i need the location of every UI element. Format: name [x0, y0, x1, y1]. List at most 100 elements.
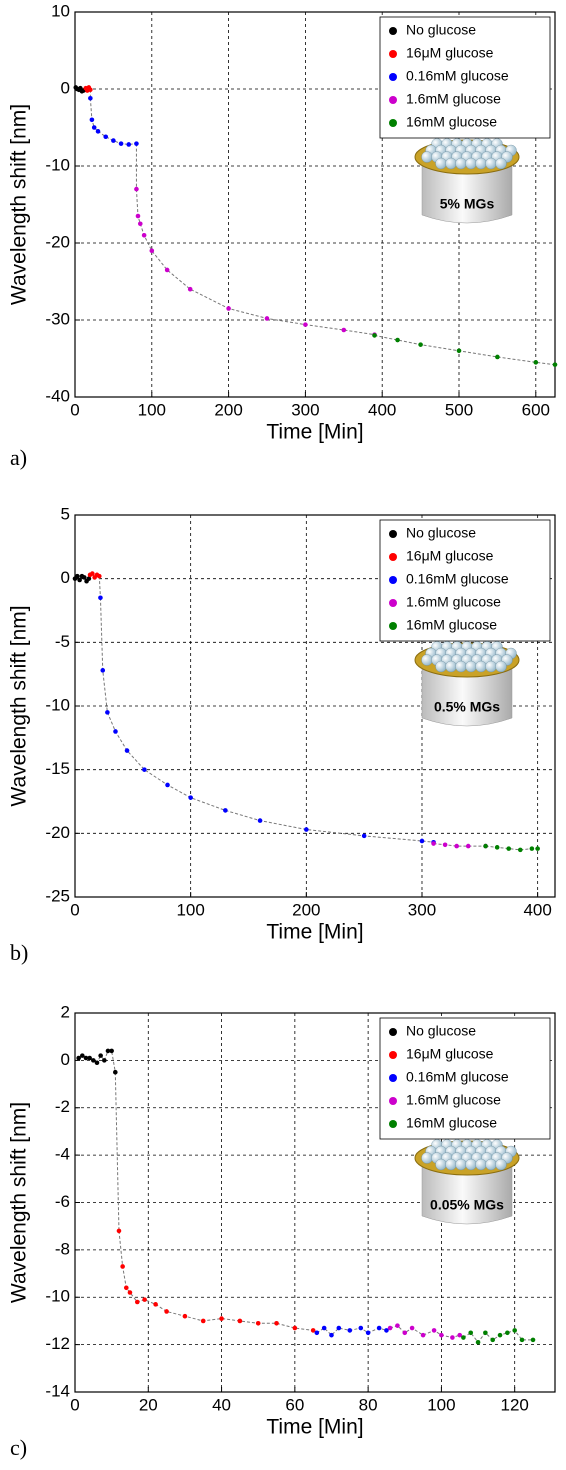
data-point — [450, 1335, 455, 1340]
legend-marker — [389, 50, 397, 58]
data-point — [409, 1325, 415, 1331]
legend-label: No glucose — [406, 525, 476, 541]
data-point — [90, 571, 95, 576]
inset-illustration: 0.5% MGs — [414, 641, 520, 727]
legend-box — [379, 16, 551, 139]
x-axis-label: Time [Min] — [266, 1416, 363, 1439]
data-point — [124, 748, 130, 753]
data-point — [257, 818, 263, 823]
data-point — [468, 1330, 474, 1336]
y-tick-label: -14 — [45, 1381, 70, 1400]
series-line — [135, 189, 375, 336]
data-point — [127, 1290, 133, 1295]
chart-panel: 0 20 40 60 80 100 120 -14 -12 -10 -8 -6 -4 -2 0 2 Time [… — [8, 1002, 556, 1460]
legend-label: 0.16mM glucose — [406, 1069, 509, 1085]
microgel — [475, 660, 487, 673]
microgel — [455, 660, 467, 673]
data-point — [420, 1332, 426, 1338]
microgel — [495, 157, 507, 170]
data-point — [552, 362, 558, 367]
x-tick-label: 20 — [139, 1395, 158, 1414]
fiber-body — [421, 156, 513, 224]
data-point — [431, 1328, 437, 1333]
microgel — [475, 157, 487, 170]
microgel — [435, 660, 447, 673]
inset-illustration: 0.05% MGs — [414, 1139, 520, 1225]
data-point — [109, 1048, 114, 1054]
y-tick-label: 2 — [61, 1002, 70, 1021]
x-tick-label: 80 — [359, 1395, 378, 1414]
data-point — [91, 1058, 96, 1063]
data-point — [165, 782, 170, 788]
data-point — [113, 1069, 118, 1075]
data-point — [519, 1337, 525, 1343]
legend-marker — [389, 599, 397, 607]
data-point — [384, 1328, 389, 1333]
legend-marker — [389, 1097, 397, 1105]
data-point — [454, 843, 459, 849]
data-point — [164, 267, 170, 273]
legend-box — [379, 1017, 551, 1140]
plot-frame — [74, 1012, 556, 1393]
legend-label: No glucose — [406, 1023, 476, 1039]
legend-label: 16mM glucose — [406, 114, 497, 130]
data-point — [402, 1330, 408, 1336]
data-point — [100, 668, 106, 673]
data-point — [505, 1330, 510, 1336]
data-point — [142, 1297, 147, 1302]
panel-label: a) — [10, 445, 27, 470]
plot-frame — [74, 514, 556, 898]
data-point — [134, 1299, 140, 1305]
data-point — [94, 1060, 100, 1066]
data-point — [88, 95, 93, 101]
data-point — [126, 142, 132, 147]
data-point — [530, 1337, 536, 1343]
microgel — [485, 157, 497, 170]
microgel — [455, 1158, 467, 1171]
y-axis-label: Wavelength shift [nm] — [8, 1102, 31, 1303]
legend-marker — [389, 73, 397, 81]
legend-marker — [389, 1051, 397, 1059]
data-point — [182, 1313, 188, 1319]
data-point — [153, 1302, 158, 1307]
data-point — [475, 1339, 481, 1345]
data-point — [200, 1318, 206, 1324]
data-point — [336, 1325, 342, 1331]
data-point — [255, 1321, 261, 1326]
y-tick-label: -40 — [45, 386, 70, 405]
data-point — [358, 1325, 364, 1331]
data-point — [219, 1316, 224, 1321]
data-point — [372, 333, 377, 338]
x-tick-label: 200 — [292, 900, 320, 919]
microgel — [421, 1152, 433, 1164]
data-point — [83, 1055, 89, 1061]
legend-label: 16μM glucose — [406, 548, 494, 564]
data-point — [418, 342, 423, 347]
legend: No glucose 16μM glucose 0.16mM glucose 1.6m… — [379, 1017, 551, 1140]
data-point — [188, 795, 193, 800]
data-point — [81, 575, 87, 580]
microgel — [495, 1158, 507, 1171]
series-line — [463, 1329, 534, 1344]
data-point — [226, 306, 231, 311]
legend-box — [379, 519, 551, 642]
legend-marker — [389, 553, 397, 561]
legend-marker — [389, 530, 397, 538]
data-point — [304, 827, 309, 832]
y-tick-label: -20 — [45, 823, 70, 842]
x-tick-label: 40 — [212, 1395, 231, 1414]
microgel — [445, 1158, 457, 1171]
plot-frame — [74, 11, 556, 398]
series-line — [433, 843, 486, 847]
data-point — [116, 1228, 122, 1234]
inset-caption: 0.05% MGs — [430, 1197, 504, 1213]
data-point — [123, 1285, 129, 1291]
data-point — [223, 808, 228, 813]
data-point — [461, 1335, 466, 1340]
data-point — [483, 843, 488, 849]
data-point — [395, 337, 400, 343]
data-point — [135, 213, 141, 219]
data-point — [149, 248, 155, 253]
data-point — [483, 1330, 488, 1336]
data-point — [113, 729, 118, 734]
